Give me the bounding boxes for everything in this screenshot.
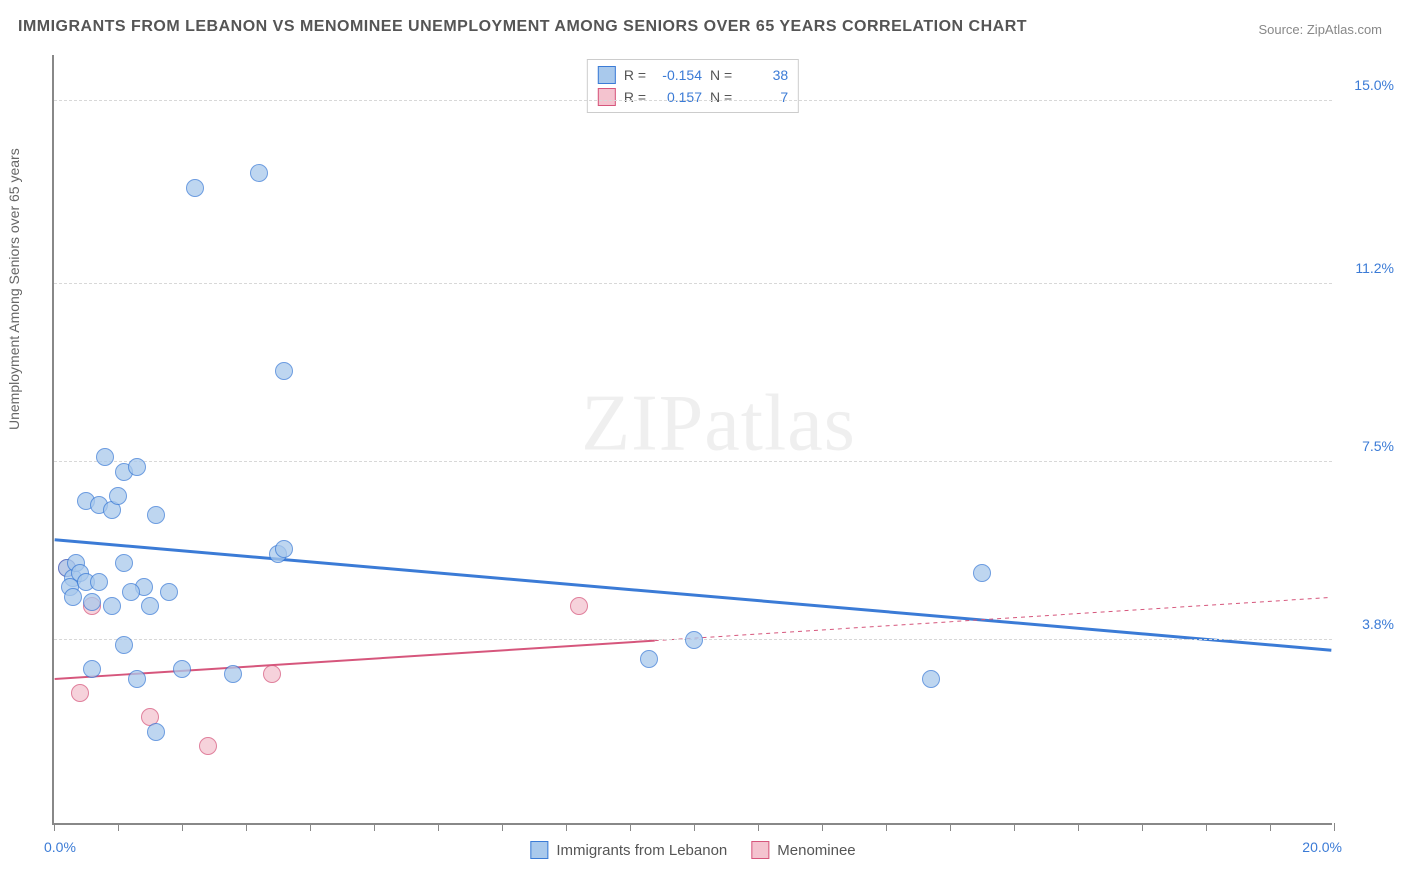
x-tick [758,823,759,831]
scatter-point [224,665,242,683]
scatter-point [685,631,703,649]
x-tick [438,823,439,831]
scatter-point [115,636,133,654]
x-tick [118,823,119,831]
x-tick [1142,823,1143,831]
source-attribution: Source: ZipAtlas.com [1258,22,1382,37]
swatch-b-icon [598,88,616,106]
scatter-point [922,670,940,688]
scatter-point [83,660,101,678]
scatter-point [109,487,127,505]
plot-area: ZIPatlas R = -0.154 N = 38 R = 0.157 N =… [52,55,1332,825]
swatch-a-icon [598,66,616,84]
scatter-point [275,540,293,558]
correlation-legend: R = -0.154 N = 38 R = 0.157 N = 7 [587,59,799,113]
scatter-point [128,458,146,476]
scatter-point [122,583,140,601]
x-tick [182,823,183,831]
x-tick [886,823,887,831]
x-tick [246,823,247,831]
scatter-point [570,597,588,615]
scatter-point [147,723,165,741]
y-tick-label: 11.2% [1339,260,1394,276]
legend-b-name: Menominee [777,842,855,859]
scatter-point [71,684,89,702]
x-tick [1206,823,1207,831]
swatch-b-icon [751,841,769,859]
y-tick-label: 3.8% [1339,616,1394,632]
scatter-point [128,670,146,688]
legend-item-a: Immigrants from Lebanon [530,841,727,859]
scatter-point [640,650,658,668]
x-tick [566,823,567,831]
x-tick [1078,823,1079,831]
y-axis-label: Unemployment Among Seniors over 65 years [6,148,22,430]
scatter-point [275,362,293,380]
scatter-point [115,554,133,572]
scatter-point [173,660,191,678]
scatter-point [90,573,108,591]
x-axis-max-label: 20.0% [1302,839,1342,855]
y-tick-label: 7.5% [1339,438,1394,454]
legend-b-r: 0.157 [654,89,702,105]
legend-item-b: Menominee [751,841,855,859]
legend-n-label: N = [710,89,732,105]
legend-b-n: 7 [740,89,788,105]
chart-title: IMMIGRANTS FROM LEBANON VS MENOMINEE UNE… [18,18,1027,36]
x-tick [54,823,55,831]
y-tick-label: 15.0% [1339,77,1394,93]
legend-a-n: 38 [740,67,788,83]
x-tick [310,823,311,831]
scatter-point [186,179,204,197]
trend-lines-svg [54,55,1332,823]
trendline-b-dashed [655,597,1332,640]
scatter-point [147,506,165,524]
scatter-point [96,448,114,466]
gridline [54,461,1332,462]
series-legend: Immigrants from Lebanon Menominee [530,841,855,859]
gridline [54,283,1332,284]
x-axis-min-label: 0.0% [44,839,76,855]
legend-r-label: R = [624,89,646,105]
x-tick [694,823,695,831]
scatter-point [103,597,121,615]
gridline [54,100,1332,101]
x-tick [1270,823,1271,831]
swatch-a-icon [530,841,548,859]
legend-n-label: N = [710,67,732,83]
scatter-point [250,164,268,182]
x-tick [630,823,631,831]
x-tick [950,823,951,831]
x-tick [502,823,503,831]
legend-r-label: R = [624,67,646,83]
legend-row-a: R = -0.154 N = 38 [598,64,788,86]
x-tick [1014,823,1015,831]
scatter-point [973,564,991,582]
scatter-point [141,597,159,615]
scatter-point [199,737,217,755]
legend-a-name: Immigrants from Lebanon [556,842,727,859]
scatter-point [263,665,281,683]
x-tick [1334,823,1335,831]
legend-row-b: R = 0.157 N = 7 [598,86,788,108]
scatter-point [64,588,82,606]
x-tick [822,823,823,831]
x-tick [374,823,375,831]
legend-a-r: -0.154 [654,67,702,83]
watermark: ZIPatlas [581,378,856,469]
scatter-point [160,583,178,601]
scatter-point [83,593,101,611]
